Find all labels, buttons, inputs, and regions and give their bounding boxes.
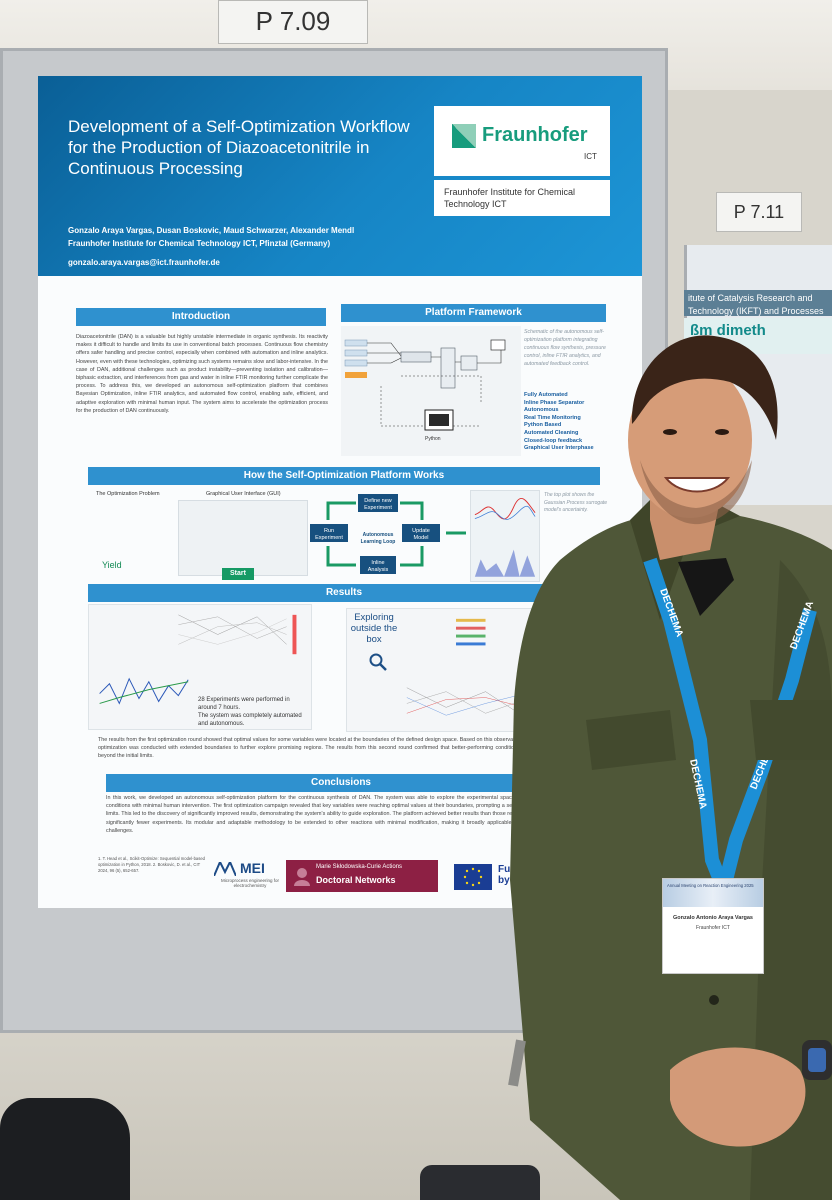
surrogate-model-plots	[470, 490, 540, 582]
svg-text:Run: Run	[324, 528, 334, 534]
msca-doctoral-networks: Doctoral Networks	[316, 875, 396, 885]
feature-list: Fully Automated Inline Phase Separator A…	[524, 392, 624, 453]
svg-text:Inline: Inline	[371, 560, 384, 566]
feature-item: Graphical User Interphase	[524, 445, 594, 452]
badge-name: Gonzalo Antonio Araya Vargas	[673, 915, 753, 921]
section-heading-results: Results	[88, 584, 600, 602]
platform-schematic-diagram: Python	[341, 326, 521, 456]
poster-affiliation: Fraunhofer Institute for Chemical Techno…	[68, 239, 331, 248]
fraunhofer-logo-icon	[452, 124, 476, 148]
introduction-text: Diazoacetonitrile (DAN) is a valuable bu…	[76, 334, 328, 414]
svg-text:Model: Model	[414, 535, 429, 541]
backpack	[0, 1098, 130, 1200]
neighbor-poster-title: itute of Catalysis Research and Technolo…	[684, 290, 832, 316]
schematic-caption: Schematic of the autonomous self-optimiz…	[524, 329, 606, 367]
references: 1. T. Head et al., Scikit-Optimize: Sequ…	[98, 856, 205, 873]
svg-text:Experiment: Experiment	[364, 505, 392, 511]
section-heading-conclusions: Conclusions	[106, 774, 576, 792]
badge-organization: Fraunhofer ICT	[696, 925, 730, 931]
mei-logo-sub: Microprocess engineering for electrochem…	[220, 878, 280, 888]
mei-logo: MEI Microprocess engineering for electro…	[214, 860, 286, 890]
svg-text:Autonomous: Autonomous	[363, 532, 394, 538]
poster-title: Development of a Self-Optimization Workf…	[68, 117, 410, 178]
msca-label: Marie Skłodowska-Curie Actions	[316, 864, 403, 870]
mei-logo-name: MEI	[240, 860, 265, 876]
feature-item: Python Based	[524, 422, 562, 429]
optimization-problem-label: The Optimization Problem	[96, 491, 160, 497]
gui-label: Graphical User Interface (GUI)	[206, 491, 281, 497]
svg-text:Analysis: Analysis	[368, 567, 389, 573]
section-heading-introduction: Introduction	[76, 308, 326, 326]
neighbor-poster-number-tag: P 7.11	[716, 192, 802, 232]
feature-item: Autonomous	[524, 407, 559, 414]
svg-text:Update: Update	[412, 528, 430, 534]
gui-start-button: Start	[222, 568, 254, 580]
presenter-person: DECHEMA DECHEMA DECHEMA DECHEMA	[510, 335, 832, 1200]
fraunhofer-logo-name: Fraunhofer	[482, 124, 588, 146]
results-bullet: The system was completely automated and …	[198, 713, 302, 727]
section-heading-framework: Platform Framework	[341, 304, 606, 322]
autonomous-learning-loop-diagram: Define new Experiment Run Experiment Upd…	[310, 494, 466, 574]
badge-event-banner: Annual Meeting on Reaction Engineering 2…	[663, 879, 763, 907]
results-bullets: 28 Experiments were performed in around …	[198, 696, 308, 728]
name-badge: Annual Meeting on Reaction Engineering 2…	[662, 878, 764, 974]
fraunhofer-logo: Fraunhofer ICT	[434, 106, 610, 176]
feature-item: Fully Automated	[524, 392, 568, 398]
feature-item: Closed-loop feedback	[524, 437, 583, 444]
svg-text:Python: Python	[425, 436, 441, 442]
mei-logo-icon	[214, 862, 236, 876]
poster-email: gonzalo.araya.vargas@ict.fraunhofer.de	[68, 258, 220, 267]
msca-portrait-icon	[294, 868, 310, 886]
exploring-outside-label: Exploring outside the box	[350, 612, 398, 645]
feature-item: Inline Phase Separator	[524, 399, 585, 406]
yield-label: Yield	[102, 560, 122, 570]
feature-item: Real Time Monitoring	[524, 414, 581, 421]
section-heading-how-it-works: How the Self-Optimization Platform Works	[88, 467, 600, 485]
poster-authors: Gonzalo Araya Vargas, Dusan Boskovic, Ma…	[68, 226, 355, 235]
eu-flag-icon	[454, 864, 492, 890]
svg-text:Define new: Define new	[364, 498, 392, 504]
poster-number-tag: P 7.09	[218, 0, 368, 44]
conclusions-text: In this work, we developed an autonomous…	[106, 795, 576, 834]
results-round-one-figure	[88, 604, 312, 730]
magnifier-icon	[369, 653, 387, 671]
results-text: The results from the first optimization …	[98, 737, 568, 760]
gui-screenshot	[178, 500, 308, 576]
institute-name: Fraunhofer Institute for Chemical Techno…	[434, 180, 610, 216]
fraunhofer-logo-sub: ICT	[584, 152, 597, 161]
how-it-works-caption: The top plot shows the Gaussian Process …	[544, 492, 608, 514]
results-bullet: 28 Experiments were performed in around …	[198, 697, 290, 711]
feature-item: Automated Cleaning	[524, 429, 579, 436]
svg-text:Experiment: Experiment	[315, 535, 343, 541]
svg-text:Learning Loop: Learning Loop	[361, 539, 396, 545]
msca-logo: Marie Skłodowska-Curie Actions Doctoral …	[286, 860, 438, 892]
bag	[420, 1165, 540, 1200]
